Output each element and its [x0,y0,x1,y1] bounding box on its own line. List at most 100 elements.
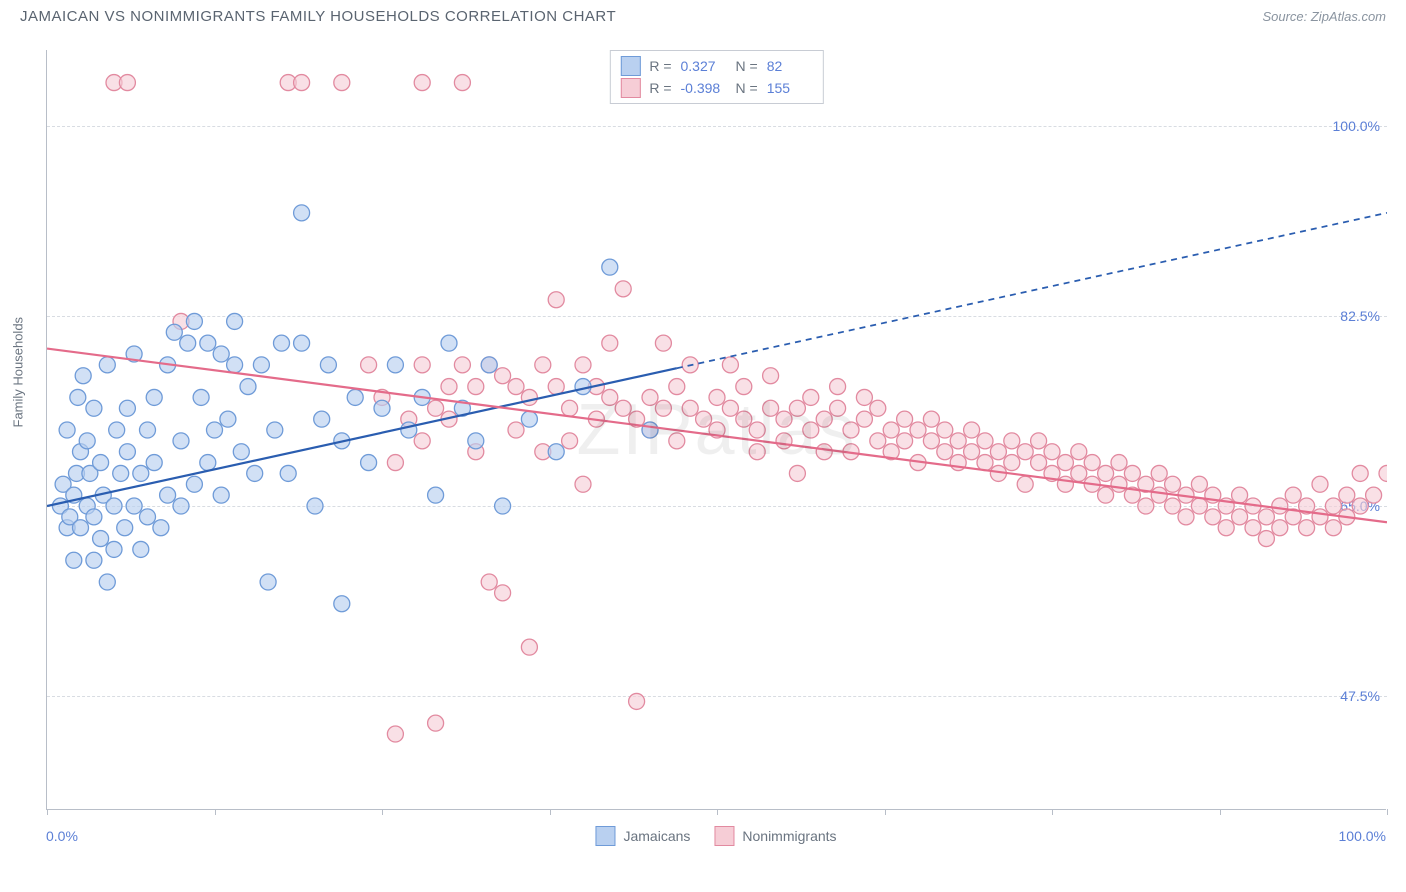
data-point [508,379,524,395]
data-point [937,444,953,460]
stat-value-n: 155 [767,80,813,96]
x-tick-min: 0.0% [46,828,78,844]
legend-swatch [620,56,640,76]
data-point [307,498,323,514]
data-point [816,411,832,427]
data-point [964,444,980,460]
data-point [1165,476,1181,492]
data-point [160,487,176,503]
data-point [401,422,417,438]
stat-label-n: N = [736,80,758,96]
data-point [548,292,564,308]
data-point [1232,509,1248,525]
regression-line-extrapolated [677,213,1387,368]
data-point [789,400,805,416]
data-point [776,433,792,449]
data-point [495,368,511,384]
data-point [454,75,470,91]
data-point [615,400,631,416]
legend-swatch [714,826,734,846]
data-point [220,411,236,427]
data-point [602,335,618,351]
data-point [722,400,738,416]
data-point [468,433,484,449]
data-point [1165,498,1181,514]
data-point [736,411,752,427]
data-point [1017,476,1033,492]
data-point [441,379,457,395]
data-point [1031,455,1047,471]
data-point [70,389,86,405]
data-point [428,715,444,731]
data-point [274,335,290,351]
data-point [99,574,115,590]
data-point [146,389,162,405]
bottom-legend: Jamaicans Nonimmigrants [595,826,836,846]
data-point [86,400,102,416]
data-point [213,487,229,503]
data-point [140,422,156,438]
data-point [736,379,752,395]
data-point [615,281,631,297]
data-point [843,422,859,438]
data-point [428,487,444,503]
legend-item: Jamaicans [595,826,690,846]
data-point [870,400,886,416]
data-point [763,400,779,416]
stats-legend: R =0.327N =82R =-0.398N =155 [609,50,823,104]
stat-label-r: R = [649,80,671,96]
data-point [990,444,1006,460]
data-point [133,465,149,481]
data-point [856,389,872,405]
data-point [830,400,846,416]
data-point [374,400,390,416]
data-point [1071,465,1087,481]
data-point [1111,455,1127,471]
x-minor-tick [1387,809,1388,815]
data-point [1272,498,1288,514]
data-point [1285,487,1301,503]
data-point [347,389,363,405]
data-point [521,639,537,655]
data-point [575,357,591,373]
data-point [789,465,805,481]
data-point [1352,465,1368,481]
stat-value-r: 0.327 [681,58,727,74]
data-point [247,465,263,481]
data-point [280,465,296,481]
data-point [495,585,511,601]
chart-source: Source: ZipAtlas.com [1262,9,1386,24]
data-point [193,389,209,405]
data-point [1044,444,1060,460]
data-point [361,455,377,471]
stats-row: R =0.327N =82 [620,55,812,77]
data-point [521,389,537,405]
data-point [113,465,129,481]
data-point [213,346,229,362]
data-point [897,433,913,449]
data-point [495,498,511,514]
data-point [227,357,243,373]
data-point [207,422,223,438]
data-point [897,411,913,427]
data-point [1205,509,1221,525]
data-point [830,379,846,395]
data-point [200,335,216,351]
data-point [454,357,470,373]
data-point [481,574,497,590]
data-point [468,379,484,395]
legend-item: Nonimmigrants [714,826,836,846]
data-point [79,433,95,449]
data-point [1057,476,1073,492]
data-point [387,455,403,471]
data-point [910,422,926,438]
data-point [1071,444,1087,460]
data-point [233,444,249,460]
data-point [1098,465,1114,481]
data-point [314,411,330,427]
data-point [535,357,551,373]
data-point [414,75,430,91]
data-point [923,433,939,449]
data-point [1258,531,1274,547]
data-point [1325,520,1341,536]
